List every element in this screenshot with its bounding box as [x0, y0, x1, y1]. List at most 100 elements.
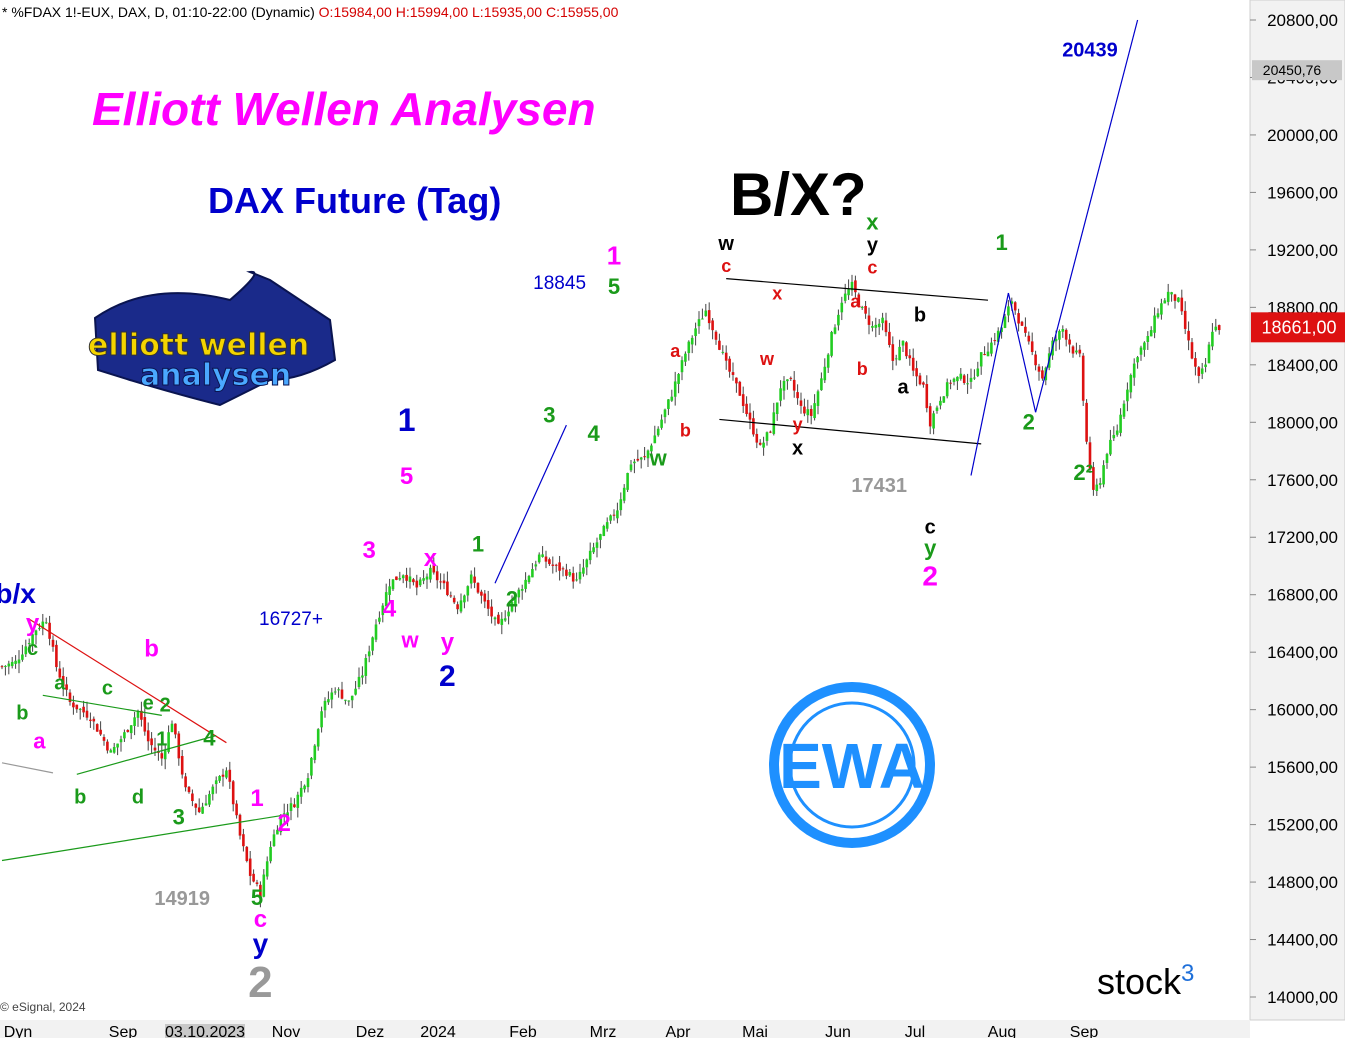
candle-body: [429, 567, 432, 580]
wave-label: 1: [250, 785, 263, 812]
wave-label: e: [143, 693, 154, 715]
candle-body: [337, 689, 340, 691]
candle-body: [99, 729, 102, 735]
candle-body: [969, 377, 973, 382]
candle-body: [782, 380, 786, 391]
candle-body: [0, 666, 4, 668]
candle-body: [677, 374, 680, 384]
wave-label: x: [792, 437, 803, 459]
candle-body: [510, 602, 514, 612]
candle-body: [728, 358, 731, 372]
candle-body: [813, 403, 816, 419]
candle-body: [945, 382, 949, 397]
candle-body: [565, 569, 568, 576]
wave-label: x: [866, 210, 879, 235]
candle-body: [1000, 327, 1003, 332]
candle-body: [650, 445, 653, 452]
candle-body: [585, 559, 589, 568]
candle-body: [160, 753, 164, 759]
candle-body: [711, 320, 714, 331]
wave-label: 2: [160, 695, 171, 717]
trend-line: [28, 618, 227, 744]
candle-body: [857, 294, 861, 306]
candle-body: [544, 556, 548, 562]
candle-body: [911, 357, 915, 371]
candle-body: [1102, 465, 1105, 485]
candle-body: [1030, 341, 1034, 352]
wave-label: 4: [203, 726, 216, 751]
candle-body: [769, 431, 772, 433]
y-tick-label: 14800,00: [1267, 873, 1338, 892]
candle-body: [483, 593, 487, 602]
candle-body: [1177, 297, 1180, 302]
candle-body: [571, 573, 575, 582]
candle-body: [524, 579, 527, 589]
candle-body: [289, 803, 293, 811]
candle-body: [1020, 321, 1024, 326]
candle-body: [592, 547, 595, 553]
trend-line: [494, 424, 567, 584]
candle-body: [745, 403, 748, 415]
stock3-brand: stock: [1097, 961, 1182, 1002]
candle-body: [935, 407, 939, 411]
candle-body: [486, 600, 490, 609]
candle-body: [1160, 303, 1163, 315]
y-tick-label: 16800,00: [1267, 586, 1338, 605]
candle-body: [656, 428, 660, 436]
candle-body: [388, 586, 391, 595]
candle-body: [520, 589, 524, 591]
wave-label: c: [254, 906, 267, 933]
candle-body: [323, 700, 327, 711]
candle-body: [41, 621, 45, 629]
wave-label: 2: [278, 810, 291, 837]
candle-body: [1105, 454, 1109, 463]
candle-body: [837, 314, 840, 326]
candle-body: [748, 412, 752, 420]
candle-body: [432, 565, 436, 573]
trend-line: [1, 813, 288, 862]
candle-body: [473, 576, 476, 583]
candle-body: [663, 409, 667, 418]
candle-body: [531, 569, 534, 578]
candle-body: [446, 581, 449, 596]
y-tick-label: 14000,00: [1267, 988, 1338, 1007]
wave-label: 14919: [154, 888, 210, 910]
candle-body: [707, 310, 711, 324]
candle-body: [1136, 357, 1139, 363]
candle-body: [466, 586, 470, 596]
candle-body: [643, 456, 646, 458]
candle-body: [629, 464, 633, 471]
candle-body: [867, 315, 871, 325]
candle-body: [269, 846, 272, 862]
candle-body: [316, 729, 320, 747]
candle-body: [92, 718, 96, 722]
candle-body: [1139, 347, 1143, 355]
candle-body: [993, 340, 997, 342]
candle-body: [966, 383, 969, 385]
candle-body: [228, 769, 232, 782]
candle-body: [225, 770, 228, 778]
candle-body: [772, 412, 776, 434]
candle-body: [1061, 328, 1065, 332]
candle-body: [653, 435, 657, 444]
candle-body: [435, 571, 439, 581]
wave-label: b: [680, 420, 691, 440]
candle-body: [303, 785, 306, 790]
candle-body: [197, 807, 201, 813]
candle-body: [789, 377, 793, 379]
candle-body: [1054, 338, 1058, 342]
candle-body: [758, 442, 762, 445]
candle-body: [27, 643, 31, 645]
candle-body: [639, 457, 643, 460]
wave-label: a: [897, 377, 909, 399]
candle-body: [102, 737, 106, 741]
y-tick-label: 17200,00: [1267, 528, 1338, 547]
wave-label: 1: [398, 402, 416, 438]
candle-body: [327, 699, 330, 703]
candle-body: [78, 708, 82, 710]
wave-label: c: [867, 258, 877, 278]
candle-body: [928, 406, 932, 427]
trend-line: [726, 278, 989, 301]
candle-body: [391, 579, 395, 590]
candle-body: [357, 676, 361, 687]
